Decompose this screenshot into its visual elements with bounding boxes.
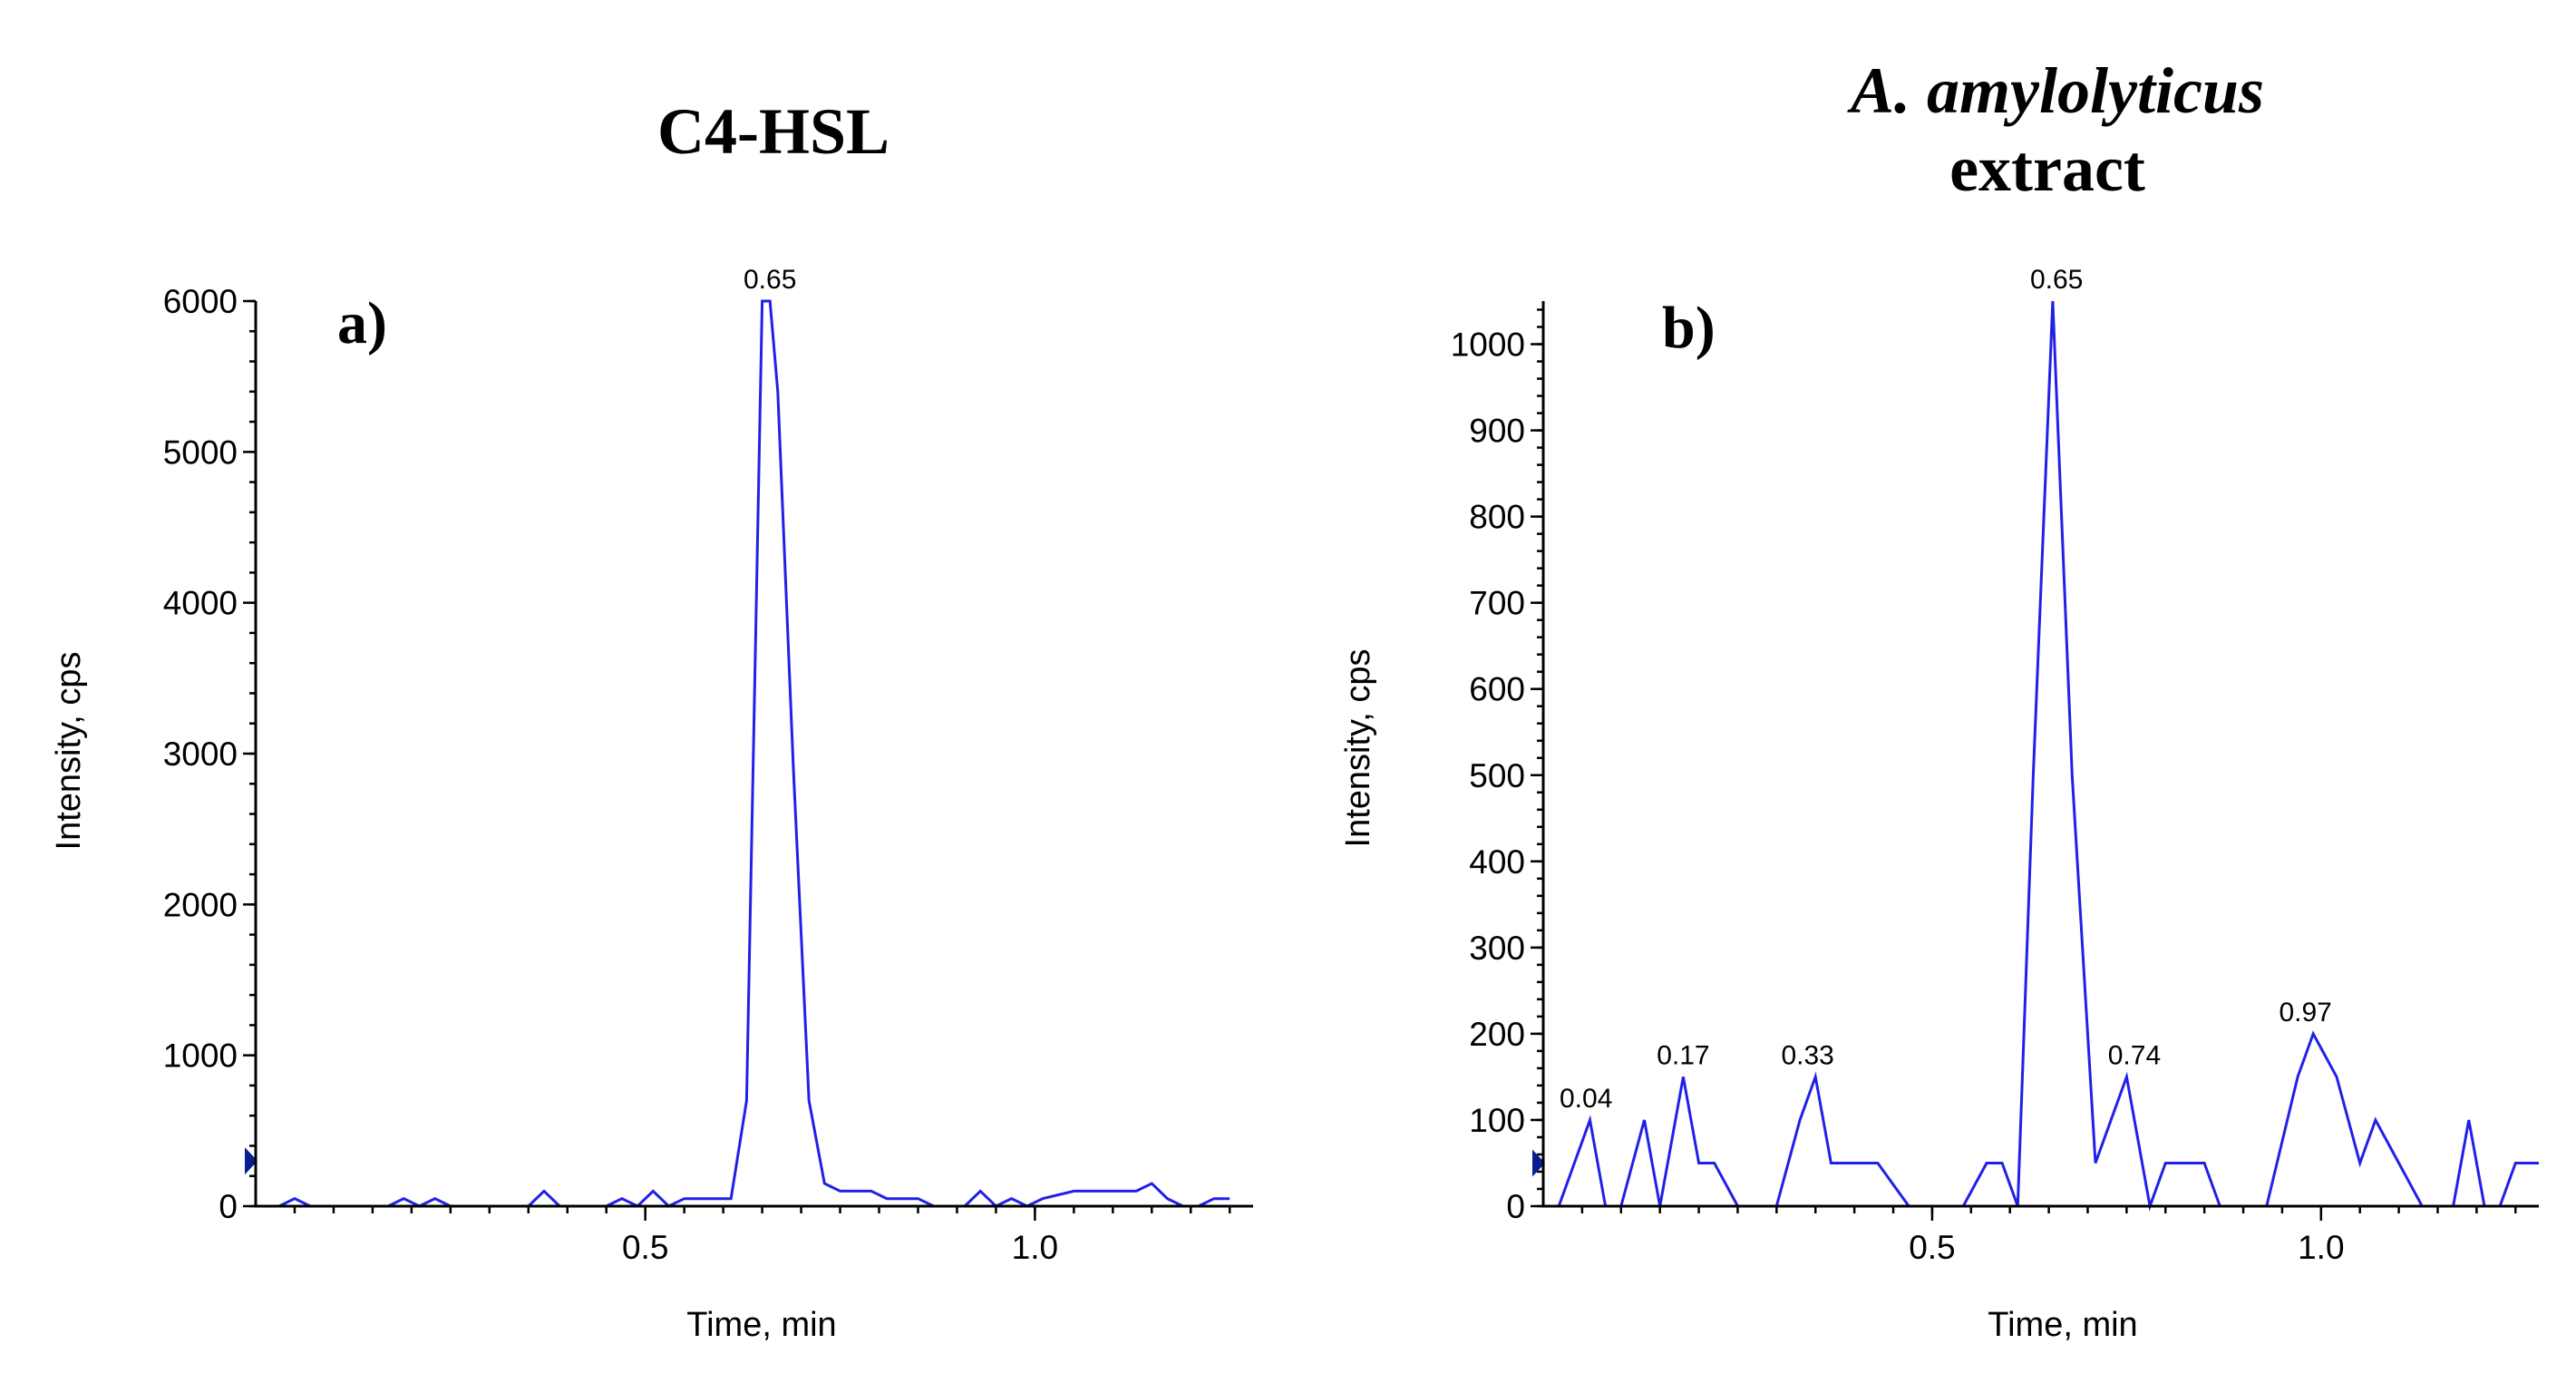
- panel-label-b: b): [1662, 295, 1716, 361]
- panel-label-a: a): [337, 290, 387, 356]
- y-tick-label-b: 100: [1469, 1102, 1525, 1139]
- x-axis-title-b: Time, min: [1988, 1306, 2137, 1344]
- peak-label: 0.74: [2108, 1040, 2161, 1070]
- chart-title-a: C4-HSL: [657, 95, 889, 168]
- peak-label: 0.04: [1560, 1084, 1612, 1114]
- y-tick-label-b: 400: [1469, 843, 1525, 881]
- x-tick-label-b: 0.5: [1909, 1229, 1955, 1266]
- y-axis-title-b: Intensity, cps: [1339, 649, 1377, 848]
- y-tick-label-b: 1000: [1451, 326, 1525, 364]
- baseline-marker-b: [1532, 1149, 1545, 1177]
- x-axis-title-a: Time, min: [686, 1306, 836, 1344]
- y-axis-title-a: Intensity, cps: [50, 652, 88, 851]
- y-tick-label-a: 5000: [163, 433, 238, 471]
- baseline-marker-a: [245, 1147, 258, 1175]
- x-tick-label-b: 1.0: [2298, 1229, 2344, 1266]
- ticks-a: 0 1000 2000 3000 4000 5000 6000 0.5 1.0: [163, 283, 1231, 1266]
- ticks-b: 0 100 200 300 400 500 600 700 800 900 1000 0.5 1.0: [1451, 308, 2517, 1266]
- y-tick-label-b: 800: [1469, 499, 1525, 536]
- peak-label: 0.33: [1781, 1040, 1833, 1070]
- y-tick-label-b: 300: [1469, 930, 1525, 967]
- chromatogram-trace-b: [1543, 300, 2539, 1212]
- y-tick-label-a: 4000: [163, 585, 238, 622]
- peak-labels-a: 0.65: [744, 265, 796, 295]
- axes-b: [1541, 301, 2539, 1208]
- y-tick-label-b: 700: [1469, 585, 1525, 622]
- x-tick-label-a: 1.0: [1012, 1229, 1058, 1266]
- y-tick-label-b: 900: [1469, 413, 1525, 450]
- y-tick-label-a: 1000: [163, 1037, 238, 1075]
- peak-label: 0.65: [744, 265, 796, 295]
- y-tick-label-a: 6000: [163, 283, 238, 320]
- peak-label: 0.97: [2279, 998, 2331, 1028]
- y-tick-label-a: 0: [219, 1188, 238, 1225]
- chart-title-b-line1: A. amylolyticus: [1847, 54, 2264, 127]
- y-tick-label-b: 200: [1469, 1016, 1525, 1053]
- chromatogram-trace-a: [278, 299, 1230, 1208]
- chart-panel-b: A. amylolyticus extract b) Intensity, cp…: [1339, 54, 2539, 1344]
- y-tick-label-b: 0: [1506, 1188, 1525, 1225]
- x-tick-label-a: 0.5: [622, 1229, 668, 1266]
- y-tick-label-b: 500: [1469, 757, 1525, 794]
- peak-labels-b: 0.04 0.17 0.33 0.65 0.74 0.97: [1560, 265, 2332, 1114]
- y-tick-label-a: 3000: [163, 735, 238, 773]
- chart-title-b-line2: extract: [1949, 132, 2145, 205]
- peak-label: 0.17: [1657, 1040, 1709, 1070]
- y-tick-label-b: 600: [1469, 671, 1525, 708]
- axes-a: [254, 301, 1253, 1208]
- chart-panel-a: C4-HSL a) Intensity, cps Time, min 0 1000…: [50, 95, 1253, 1344]
- peak-label: 0.65: [2030, 265, 2083, 295]
- y-tick-label-a: 2000: [163, 886, 238, 923]
